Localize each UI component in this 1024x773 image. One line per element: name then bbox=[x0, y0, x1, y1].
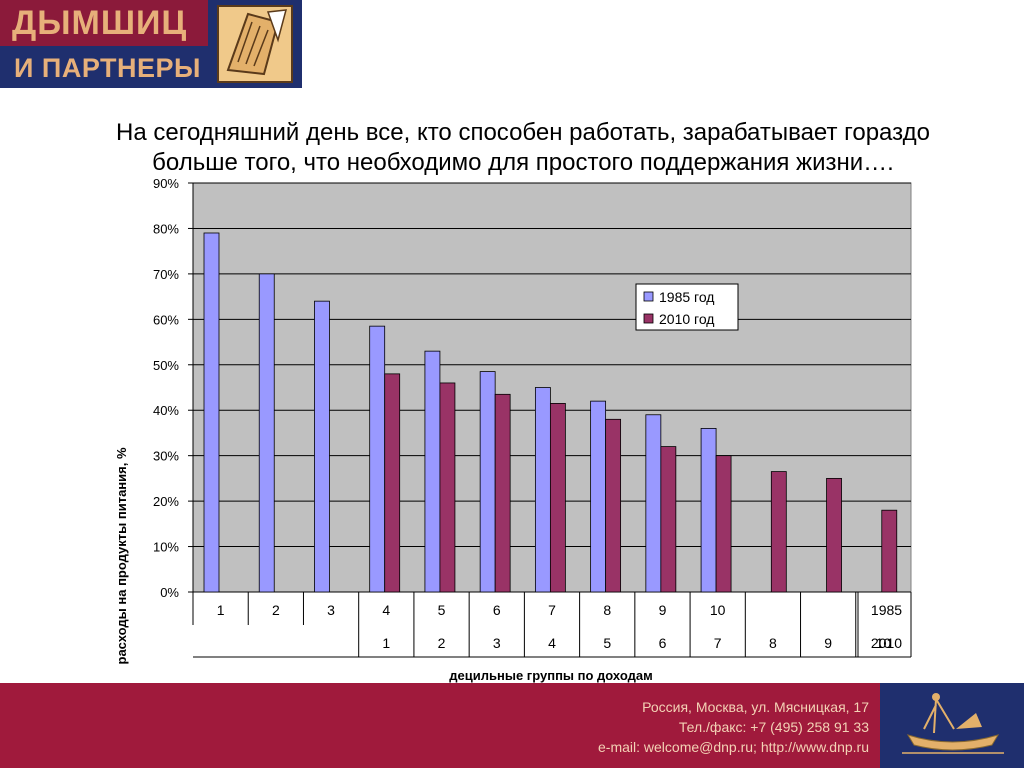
bar bbox=[660, 446, 677, 593]
bar bbox=[369, 325, 386, 593]
logo-bottom-band bbox=[0, 46, 208, 88]
table-cell-label: 6 bbox=[659, 635, 667, 651]
y-tick-label: 30% bbox=[153, 449, 179, 464]
bar bbox=[881, 509, 898, 593]
bar-chart: 0% 10% 20% 30% 40% 50% 60% 70% 80% 90% 1 2 3 4 5 6 7 8 9 1… bbox=[114, 176, 912, 683]
bar bbox=[590, 400, 607, 593]
table-cell-label: 9 bbox=[824, 635, 832, 651]
logo-top-band bbox=[0, 0, 208, 46]
y-tick-label: 60% bbox=[153, 312, 179, 327]
bar bbox=[384, 373, 401, 593]
table-cell-label: 7 bbox=[548, 602, 556, 618]
x-axis-label: децильные группы по доходам bbox=[449, 668, 652, 683]
y-tick-label: 10% bbox=[153, 540, 179, 555]
y-tick-label: 90% bbox=[153, 176, 179, 191]
table-cell-label: 6 bbox=[493, 602, 501, 618]
slide-title: На сегодняшний день все, кто способен ра… bbox=[60, 118, 986, 178]
y-axis-label: расходы на продукты питания, % bbox=[114, 447, 129, 664]
footer-contacts: Россия, Москва, ул. Мясницкая, 17 Тел./ф… bbox=[598, 697, 869, 757]
table-cell-label: 5 bbox=[603, 635, 611, 651]
table-cell-label: 7 bbox=[714, 635, 722, 651]
footer: Россия, Москва, ул. Мясницкая, 17 Тел./ф… bbox=[0, 683, 1024, 768]
legend-label: 2010 год bbox=[659, 311, 714, 327]
bar bbox=[314, 300, 330, 593]
bar bbox=[258, 273, 275, 593]
table-cell-label: 10 bbox=[710, 602, 726, 618]
bars bbox=[203, 232, 898, 593]
table-cell-label: 5 bbox=[438, 602, 446, 618]
bar bbox=[479, 371, 496, 593]
y-tick-label: 70% bbox=[153, 267, 179, 282]
bar bbox=[715, 455, 732, 593]
company-logo: ДЫМШИЦ И ПАРТНЕРЫ bbox=[0, 0, 302, 88]
slide-title-line2: больше того, что необходимо для простого… bbox=[152, 149, 894, 176]
table-cell-label: 9 bbox=[659, 602, 667, 618]
table-cell-label: 2 bbox=[438, 635, 446, 651]
legend[interactable]: 1985 год 2010 год bbox=[635, 283, 739, 331]
ship-emblem-icon bbox=[880, 683, 1024, 768]
logo-line1: ДЫМШИЦ bbox=[12, 4, 188, 42]
bar bbox=[439, 382, 456, 593]
footer-contacts-line: e-mail: welcome@dnp.ru; http://www.dnp.r… bbox=[598, 739, 869, 755]
table-cell-label: 4 bbox=[548, 635, 556, 651]
legend-swatch bbox=[643, 313, 654, 324]
bar bbox=[605, 418, 622, 593]
legend-label: 1985 год bbox=[659, 289, 714, 305]
footer-address: Россия, Москва, ул. Мясницкая, 17 bbox=[642, 699, 869, 715]
y-tick-label: 80% bbox=[153, 221, 179, 236]
table-cell-label: 2 bbox=[272, 602, 280, 618]
y-tick-labels: 0% 10% 20% 30% 40% 50% 60% 70% 80% 90% bbox=[153, 176, 179, 600]
table-cell-label: 10 bbox=[876, 635, 892, 651]
y-tick-label: 0% bbox=[160, 585, 179, 600]
y-tick-label: 20% bbox=[153, 494, 179, 509]
table-cell-label: 4 bbox=[382, 602, 390, 618]
table-cell-label: 1 bbox=[382, 635, 390, 651]
y-tick-label: 50% bbox=[153, 358, 179, 373]
bar bbox=[770, 471, 787, 593]
table-cell-label: 8 bbox=[603, 602, 611, 618]
bar bbox=[534, 387, 551, 593]
y-tick-label: 40% bbox=[153, 403, 179, 418]
bar bbox=[549, 403, 566, 593]
table-row-year-label: 2010 bbox=[871, 635, 902, 651]
bar bbox=[203, 232, 220, 593]
table-cell-label: 8 bbox=[769, 635, 777, 651]
table-cell-label: 3 bbox=[493, 635, 501, 651]
bar bbox=[424, 350, 441, 593]
bar bbox=[826, 477, 842, 593]
logo-line2: И ПАРТНЕРЫ bbox=[14, 53, 201, 83]
bar bbox=[494, 393, 511, 593]
footer-phone: Тел./факс: +7 (495) 258 91 33 bbox=[678, 719, 869, 735]
table-cell-label: 3 bbox=[327, 602, 335, 618]
legend-swatch bbox=[643, 291, 654, 302]
table-cell-label: 1 bbox=[217, 602, 225, 618]
slide-title-line1: На сегодняшний день все, кто способен ра… bbox=[116, 119, 930, 146]
bar bbox=[700, 427, 717, 593]
quill-document-icon bbox=[208, 0, 302, 88]
bar bbox=[645, 414, 662, 593]
table-row-year-label: 1985 bbox=[871, 602, 902, 618]
